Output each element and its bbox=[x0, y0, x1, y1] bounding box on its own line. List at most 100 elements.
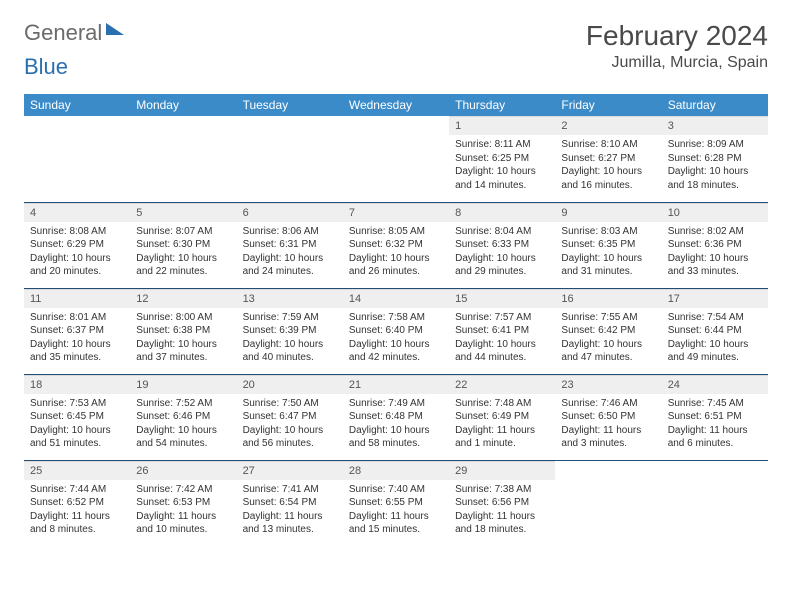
calendar-row: 11Sunrise: 8:01 AMSunset: 6:37 PMDayligh… bbox=[24, 288, 768, 374]
sunset-line: Sunset: 6:45 PM bbox=[30, 410, 124, 424]
calendar-body: ........ 1Sunrise: 8:11 AMSunset: 6:25 PM… bbox=[24, 116, 768, 546]
sunset-line: Sunset: 6:56 PM bbox=[455, 496, 549, 510]
day-number: 2 bbox=[555, 116, 661, 135]
day-number: 14 bbox=[343, 289, 449, 308]
sunset-line: Sunset: 6:44 PM bbox=[668, 324, 762, 338]
sunrise-line: Sunrise: 8:04 AM bbox=[455, 225, 549, 239]
weekday-header: Sunday bbox=[24, 94, 130, 116]
day-number: 25 bbox=[24, 461, 130, 480]
sunrise-line: Sunrise: 8:09 AM bbox=[668, 138, 762, 152]
calendar-row: 4Sunrise: 8:08 AMSunset: 6:29 PMDaylight… bbox=[24, 202, 768, 288]
daylight-line: Daylight: 10 hours and 14 minutes. bbox=[455, 165, 549, 192]
sunset-line: Sunset: 6:31 PM bbox=[243, 238, 337, 252]
day-number: 7 bbox=[343, 203, 449, 222]
sunrise-line: Sunrise: 7:50 AM bbox=[243, 397, 337, 411]
sunrise-line: Sunrise: 8:07 AM bbox=[136, 225, 230, 239]
daylight-line: Daylight: 11 hours and 13 minutes. bbox=[243, 510, 337, 537]
daylight-line: Daylight: 11 hours and 8 minutes. bbox=[30, 510, 124, 537]
daylight-line: Daylight: 10 hours and 56 minutes. bbox=[243, 424, 337, 451]
daylight-line: Daylight: 10 hours and 18 minutes. bbox=[668, 165, 762, 192]
calendar-cell: 8Sunrise: 8:04 AMSunset: 6:33 PMDaylight… bbox=[449, 202, 555, 288]
weekday-header: Saturday bbox=[662, 94, 768, 116]
day-details: Sunrise: 8:00 AMSunset: 6:38 PMDaylight:… bbox=[130, 308, 236, 369]
weekday-header: Tuesday bbox=[237, 94, 343, 116]
day-number: 10 bbox=[662, 203, 768, 222]
day-number: 16 bbox=[555, 289, 661, 308]
day-number: 17 bbox=[662, 289, 768, 308]
daylight-line: Daylight: 10 hours and 29 minutes. bbox=[455, 252, 549, 279]
calendar-cell: 28Sunrise: 7:40 AMSunset: 6:55 PMDayligh… bbox=[343, 460, 449, 546]
calendar-cell: 10Sunrise: 8:02 AMSunset: 6:36 PMDayligh… bbox=[662, 202, 768, 288]
sunset-line: Sunset: 6:33 PM bbox=[455, 238, 549, 252]
sunrise-line: Sunrise: 7:44 AM bbox=[30, 483, 124, 497]
calendar-cell: .. bbox=[237, 116, 343, 202]
daylight-line: Daylight: 10 hours and 31 minutes. bbox=[561, 252, 655, 279]
day-number: 18 bbox=[24, 375, 130, 394]
sunrise-line: Sunrise: 8:01 AM bbox=[30, 311, 124, 325]
day-details: Sunrise: 7:48 AMSunset: 6:49 PMDaylight:… bbox=[449, 394, 555, 455]
day-details: Sunrise: 8:07 AMSunset: 6:30 PMDaylight:… bbox=[130, 222, 236, 283]
sunrise-line: Sunrise: 7:49 AM bbox=[349, 397, 443, 411]
daylight-line: Daylight: 10 hours and 40 minutes. bbox=[243, 338, 337, 365]
day-number: 12 bbox=[130, 289, 236, 308]
day-number: 23 bbox=[555, 375, 661, 394]
daylight-line: Daylight: 10 hours and 35 minutes. bbox=[30, 338, 124, 365]
brand-logo: General bbox=[24, 20, 124, 46]
daylight-line: Daylight: 10 hours and 26 minutes. bbox=[349, 252, 443, 279]
sunset-line: Sunset: 6:54 PM bbox=[243, 496, 337, 510]
calendar-cell: 3Sunrise: 8:09 AMSunset: 6:28 PMDaylight… bbox=[662, 116, 768, 202]
sunset-line: Sunset: 6:36 PM bbox=[668, 238, 762, 252]
day-details: Sunrise: 8:11 AMSunset: 6:25 PMDaylight:… bbox=[449, 135, 555, 196]
day-number: 9 bbox=[555, 203, 661, 222]
sunrise-line: Sunrise: 8:02 AM bbox=[668, 225, 762, 239]
calendar-cell: 12Sunrise: 8:00 AMSunset: 6:38 PMDayligh… bbox=[130, 288, 236, 374]
day-details: Sunrise: 7:46 AMSunset: 6:50 PMDaylight:… bbox=[555, 394, 661, 455]
daylight-line: Daylight: 10 hours and 58 minutes. bbox=[349, 424, 443, 451]
daylight-line: Daylight: 10 hours and 33 minutes. bbox=[668, 252, 762, 279]
day-details: Sunrise: 7:38 AMSunset: 6:56 PMDaylight:… bbox=[449, 480, 555, 541]
calendar-row: ........1Sunrise: 8:11 AMSunset: 6:25 PM… bbox=[24, 116, 768, 202]
weekday-header: Friday bbox=[555, 94, 661, 116]
sunset-line: Sunset: 6:51 PM bbox=[668, 410, 762, 424]
day-number: 11 bbox=[24, 289, 130, 308]
sunset-line: Sunset: 6:42 PM bbox=[561, 324, 655, 338]
calendar-cell: .. bbox=[130, 116, 236, 202]
daylight-line: Daylight: 10 hours and 44 minutes. bbox=[455, 338, 549, 365]
calendar-cell: 23Sunrise: 7:46 AMSunset: 6:50 PMDayligh… bbox=[555, 374, 661, 460]
sunset-line: Sunset: 6:47 PM bbox=[243, 410, 337, 424]
daylight-line: Daylight: 11 hours and 15 minutes. bbox=[349, 510, 443, 537]
day-details: Sunrise: 7:54 AMSunset: 6:44 PMDaylight:… bbox=[662, 308, 768, 369]
sunrise-line: Sunrise: 7:58 AM bbox=[349, 311, 443, 325]
day-details: Sunrise: 7:44 AMSunset: 6:52 PMDaylight:… bbox=[24, 480, 130, 541]
sunset-line: Sunset: 6:38 PM bbox=[136, 324, 230, 338]
calendar-cell: 16Sunrise: 7:55 AMSunset: 6:42 PMDayligh… bbox=[555, 288, 661, 374]
calendar-cell: .. bbox=[555, 460, 661, 546]
day-number: 1 bbox=[449, 116, 555, 135]
sunset-line: Sunset: 6:28 PM bbox=[668, 152, 762, 166]
sunset-line: Sunset: 6:39 PM bbox=[243, 324, 337, 338]
daylight-line: Daylight: 10 hours and 42 minutes. bbox=[349, 338, 443, 365]
location-text: Jumilla, Murcia, Spain bbox=[586, 54, 768, 72]
calendar-cell: 7Sunrise: 8:05 AMSunset: 6:32 PMDaylight… bbox=[343, 202, 449, 288]
sunrise-line: Sunrise: 7:46 AM bbox=[561, 397, 655, 411]
calendar-cell: .. bbox=[662, 460, 768, 546]
calendar-cell: 2Sunrise: 8:10 AMSunset: 6:27 PMDaylight… bbox=[555, 116, 661, 202]
brand-part1: General bbox=[24, 20, 102, 46]
sunrise-line: Sunrise: 8:03 AM bbox=[561, 225, 655, 239]
day-number: 20 bbox=[237, 375, 343, 394]
daylight-line: Daylight: 10 hours and 22 minutes. bbox=[136, 252, 230, 279]
sunset-line: Sunset: 6:48 PM bbox=[349, 410, 443, 424]
title-block: February 2024 Jumilla, Murcia, Spain bbox=[586, 20, 768, 72]
calendar-cell: 9Sunrise: 8:03 AMSunset: 6:35 PMDaylight… bbox=[555, 202, 661, 288]
day-details: Sunrise: 8:09 AMSunset: 6:28 PMDaylight:… bbox=[662, 135, 768, 196]
day-details: Sunrise: 7:40 AMSunset: 6:55 PMDaylight:… bbox=[343, 480, 449, 541]
day-details: Sunrise: 8:02 AMSunset: 6:36 PMDaylight:… bbox=[662, 222, 768, 283]
daylight-line: Daylight: 11 hours and 3 minutes. bbox=[561, 424, 655, 451]
sunset-line: Sunset: 6:37 PM bbox=[30, 324, 124, 338]
calendar-cell: 24Sunrise: 7:45 AMSunset: 6:51 PMDayligh… bbox=[662, 374, 768, 460]
day-number: 5 bbox=[130, 203, 236, 222]
daylight-line: Daylight: 11 hours and 6 minutes. bbox=[668, 424, 762, 451]
calendar-cell: 19Sunrise: 7:52 AMSunset: 6:46 PMDayligh… bbox=[130, 374, 236, 460]
sunset-line: Sunset: 6:46 PM bbox=[136, 410, 230, 424]
sunrise-line: Sunrise: 7:53 AM bbox=[30, 397, 124, 411]
